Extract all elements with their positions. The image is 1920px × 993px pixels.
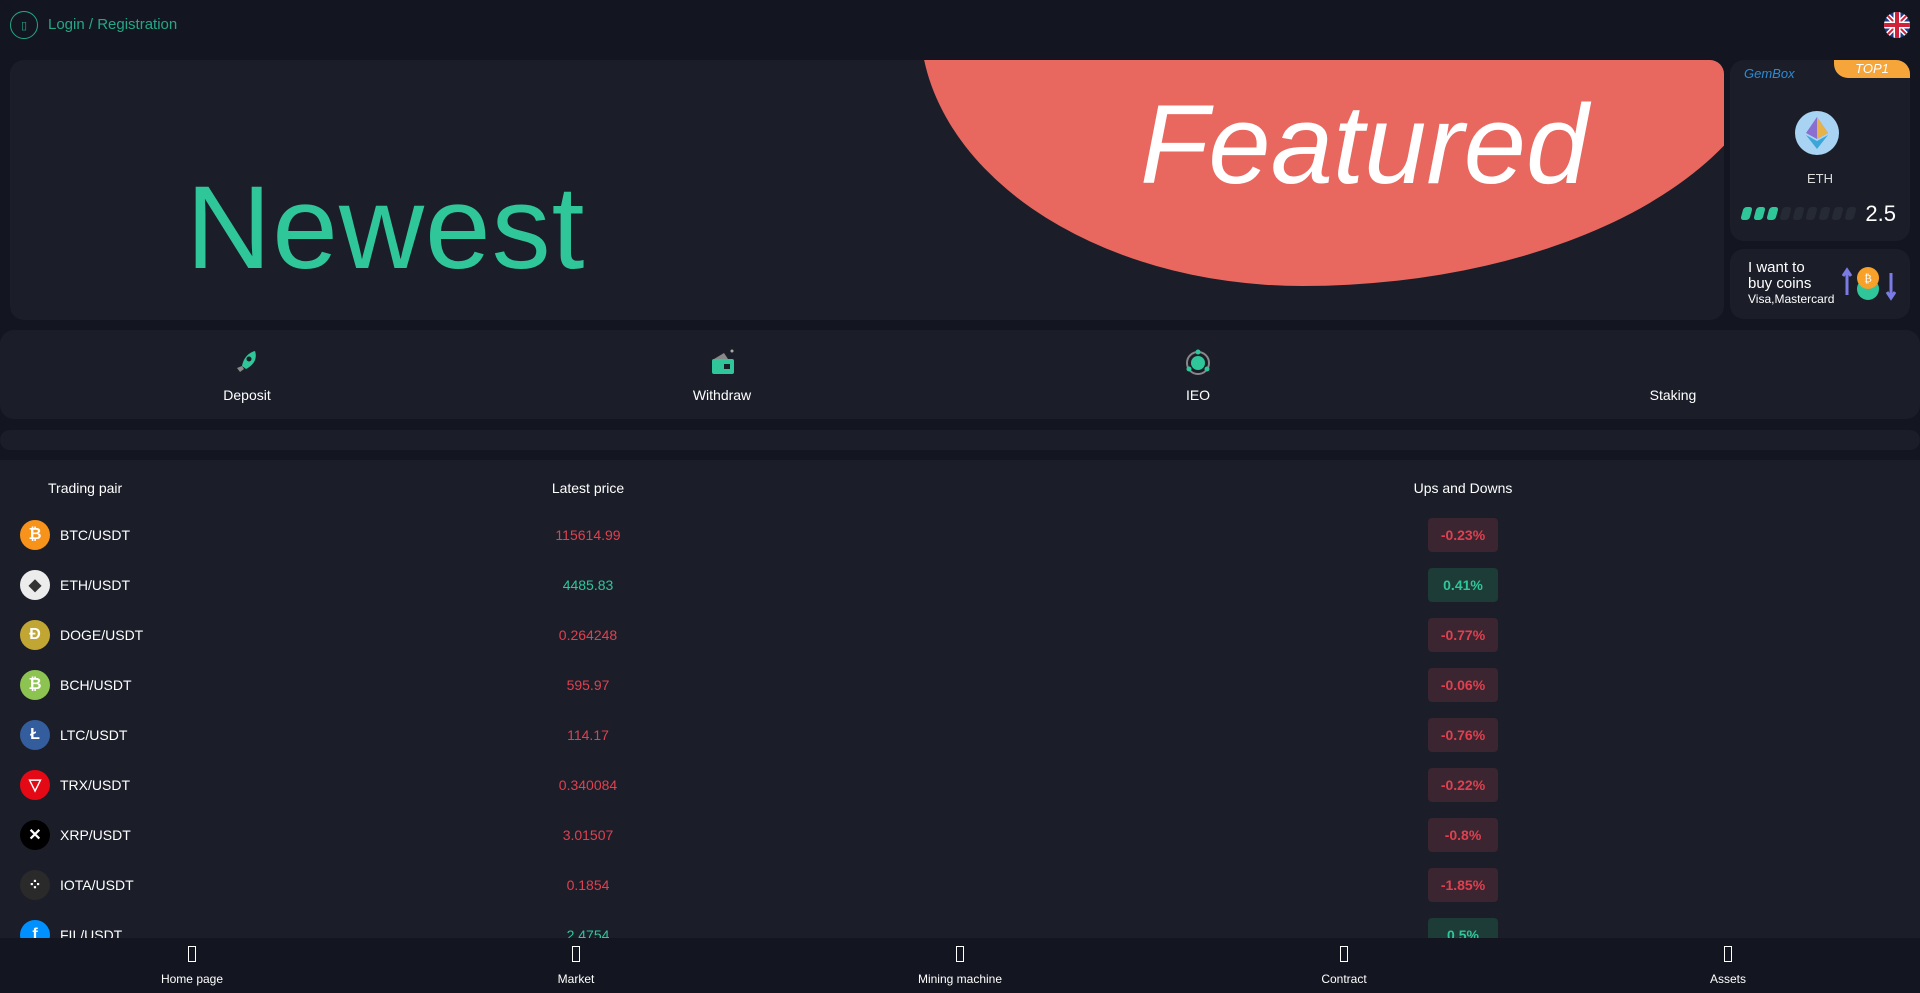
table-row[interactable]: f FIL/USDT 2.4754 0.5%	[0, 910, 1920, 940]
latest-price: 114.17	[567, 727, 609, 743]
table-row[interactable]: ✕ XRP/USDT 3.01507 -0.8%	[0, 810, 1920, 860]
latest-price: 115614.99	[555, 527, 621, 543]
exchange-coins-icon: ₿	[1842, 267, 1896, 301]
table-row[interactable]: ⁘ IOTA/USDT 0.1854 -1.85%	[0, 860, 1920, 910]
header-trading-pair: Trading pair	[48, 480, 123, 496]
header-ups-downs: Ups and Downs	[1413, 480, 1513, 496]
pair-name: BTC/USDT	[60, 527, 130, 543]
eth-icon	[1795, 111, 1839, 155]
table-row[interactable]: ▽ TRX/USDT 0.340084 -0.22%	[0, 760, 1920, 810]
change-badge: -0.06%	[1428, 668, 1498, 702]
uk-flag-icon[interactable]	[1884, 12, 1910, 38]
pair-name: BCH/USDT	[60, 677, 132, 693]
coin-icon: Ł	[20, 720, 50, 750]
table-row[interactable]: ₿ BTC/USDT 115614.99 -0.23%	[0, 510, 1920, 560]
latest-price: 4485.83	[562, 577, 614, 593]
nav-market[interactable]: Market	[496, 938, 656, 993]
nav-home[interactable]: Home page	[112, 938, 272, 993]
change-badge: -1.85%	[1428, 868, 1498, 902]
latest-price: 0.264248	[558, 627, 618, 643]
pair-name: DOGE/USDT	[60, 627, 144, 643]
change-badge: -0.76%	[1428, 718, 1498, 752]
ieo-button[interactable]: IEO	[1098, 330, 1298, 419]
coin-icon: ₿	[20, 670, 50, 700]
banner-featured-text: Featured	[1140, 82, 1589, 207]
buy-coins-title: I want to buy coins	[1748, 259, 1812, 292]
bottom-nav: Home page Market Mining machine Contract…	[0, 938, 1920, 993]
staking-button[interactable]: Staking	[1649, 387, 1697, 403]
change-badge: -0.77%	[1428, 618, 1498, 652]
pair-name: FIL/USDT	[60, 927, 123, 940]
promo-banner[interactable]: Newest Featured	[10, 60, 1724, 320]
coin-icon: ⁘	[20, 870, 50, 900]
header: ▯ Login / Registration	[0, 0, 1920, 56]
table-row[interactable]: ◆ ETH/USDT 4485.83 0.41%	[0, 560, 1920, 610]
market-icon	[572, 946, 580, 962]
gembox-logo: GemBox	[1744, 66, 1795, 81]
nav-contract[interactable]: Contract	[1264, 938, 1424, 993]
pair-name: IOTA/USDT	[60, 877, 134, 893]
gembox-level-bar	[1740, 207, 1857, 220]
change-badge: -0.8%	[1428, 818, 1498, 852]
pair-name: XRP/USDT	[60, 827, 131, 843]
nav-assets[interactable]: Assets	[1648, 938, 1808, 993]
login-registration-link[interactable]: Login / Registration	[48, 16, 178, 33]
table-row[interactable]: Ð DOGE/USDT 0.264248 -0.77%	[0, 610, 1920, 660]
table-row[interactable]: ₿ BCH/USDT 595.97 -0.06%	[0, 660, 1920, 710]
coin-icon: ₿	[20, 520, 50, 550]
change-badge: 0.41%	[1428, 568, 1498, 602]
header-latest-price: Latest price	[551, 480, 625, 496]
buy-coins-card[interactable]: I want to buy coins Visa,Mastercard ₿	[1730, 249, 1910, 319]
nav-mining-machine[interactable]: Mining machine	[880, 938, 1040, 993]
gembox-coin-label: ETH	[1807, 171, 1833, 186]
notice-bar	[0, 430, 1920, 450]
mining-icon	[956, 946, 964, 962]
coin-icon: ◆	[20, 570, 50, 600]
latest-price: 2.4754	[566, 927, 610, 940]
contract-icon	[1340, 946, 1348, 962]
top1-badge: TOP1	[1834, 60, 1910, 78]
rocket-icon	[237, 351, 256, 372]
change-badge: 0.5%	[1428, 918, 1498, 940]
pair-name: ETH/USDT	[60, 577, 130, 593]
market-table: Trading pair Latest price Ups and Downs …	[0, 460, 1920, 940]
coin-icon: Ð	[20, 620, 50, 650]
wallet-icon	[712, 349, 734, 374]
assets-icon	[1724, 946, 1732, 962]
orbit-icon	[1186, 349, 1210, 375]
home-icon	[188, 946, 196, 962]
pair-name: LTC/USDT	[60, 727, 128, 743]
latest-price: 595.97	[566, 677, 610, 693]
user-icon[interactable]: ▯	[10, 11, 38, 39]
withdraw-button[interactable]: Withdraw	[622, 330, 822, 419]
banner-newest-text: Newest	[186, 162, 586, 294]
table-row[interactable]: Ł LTC/USDT 114.17 -0.76%	[0, 710, 1920, 760]
pair-name: TRX/USDT	[60, 777, 130, 793]
buy-coins-methods: Visa,Mastercard	[1748, 292, 1835, 306]
coin-icon: ✕	[20, 820, 50, 850]
change-badge: -0.23%	[1428, 518, 1498, 552]
latest-price: 0.1854	[566, 877, 610, 893]
latest-price: 0.340084	[558, 777, 618, 793]
quick-actions: Deposit Withdraw IEO Staking	[0, 330, 1920, 419]
coin-icon: ▽	[20, 770, 50, 800]
deposit-button[interactable]: Deposit	[147, 330, 347, 419]
gembox-card[interactable]: GemBox TOP1 ETH 2.5	[1730, 60, 1910, 241]
svg-text:₿: ₿	[1864, 272, 1872, 285]
gembox-score: 2.5	[1865, 201, 1896, 226]
latest-price: 3.01507	[562, 827, 614, 843]
coin-icon: f	[20, 920, 50, 940]
change-badge: -0.22%	[1428, 768, 1498, 802]
